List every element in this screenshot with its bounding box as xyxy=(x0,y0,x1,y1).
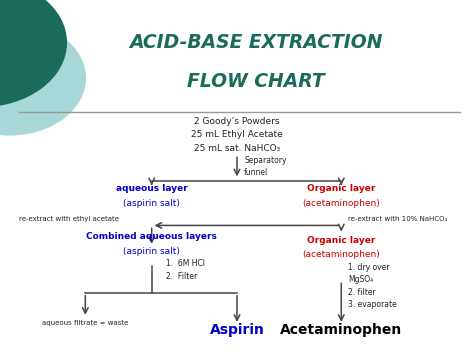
Circle shape xyxy=(0,21,85,135)
Text: 2 Goody’s Powders
25 mL Ethyl Acetate
25 mL sat. NaHCO₃: 2 Goody’s Powders 25 mL Ethyl Acetate 25… xyxy=(191,117,283,153)
Text: Separatory
funnel: Separatory funnel xyxy=(244,157,287,177)
Text: aqueous filtrate = waste: aqueous filtrate = waste xyxy=(42,320,128,326)
Text: FLOW CHART: FLOW CHART xyxy=(187,72,325,91)
Text: 1.  6M HCl
2.  Filter: 1. 6M HCl 2. Filter xyxy=(166,259,205,281)
Text: Acetaminophen: Acetaminophen xyxy=(280,323,402,337)
Text: ACID-BASE EXTRACTION: ACID-BASE EXTRACTION xyxy=(129,33,383,52)
Text: re-extract with 10% NaHCO₃: re-extract with 10% NaHCO₃ xyxy=(348,216,447,222)
Text: (aspirin salt): (aspirin salt) xyxy=(123,247,180,256)
Text: (aspirin salt): (aspirin salt) xyxy=(123,199,180,208)
Circle shape xyxy=(0,0,66,106)
Text: Aspirin: Aspirin xyxy=(210,323,264,337)
Text: aqueous layer: aqueous layer xyxy=(116,185,188,193)
Text: Combined aqueous layers: Combined aqueous layers xyxy=(86,233,217,241)
Text: re-extract with ethyl acetate: re-extract with ethyl acetate xyxy=(19,216,119,222)
Text: Organic layer: Organic layer xyxy=(307,185,375,193)
Text: (acetaminophen): (acetaminophen) xyxy=(302,250,380,259)
Text: (acetaminophen): (acetaminophen) xyxy=(302,199,380,208)
Text: Organic layer: Organic layer xyxy=(307,236,375,245)
Text: 1. dry over
MgSO₄
2. filter
3. evaporate: 1. dry over MgSO₄ 2. filter 3. evaporate xyxy=(348,263,397,309)
